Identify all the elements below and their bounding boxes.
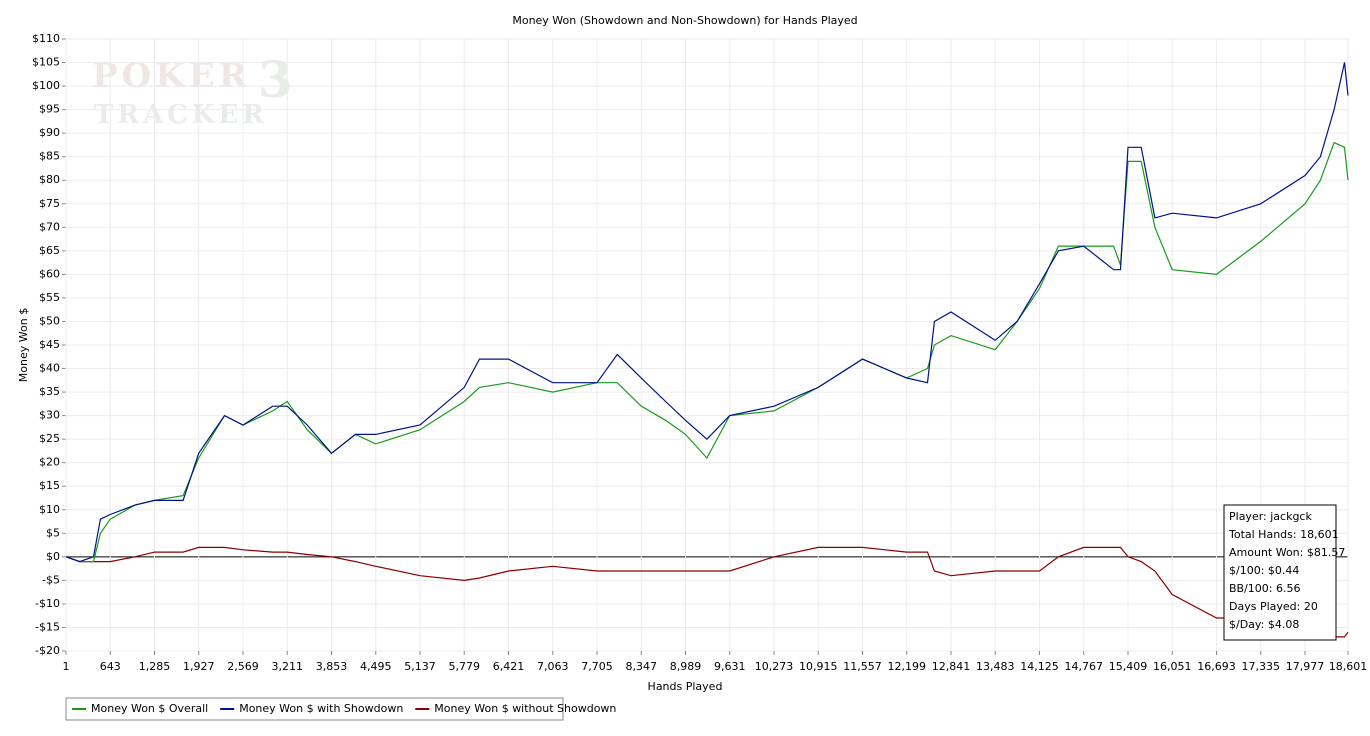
- x-axis-label: Hands Played: [648, 680, 723, 693]
- y-tick-label: $110: [32, 32, 60, 45]
- y-tick-label: $25: [39, 432, 60, 445]
- y-tick-label: $95: [39, 103, 60, 116]
- series-line: [65, 546, 1349, 638]
- grid: [62, 38, 1349, 655]
- info-line: Player: jackgck: [1229, 510, 1312, 523]
- y-tick-label: $5: [46, 526, 60, 539]
- x-tick-label: 5,137: [404, 660, 436, 673]
- x-tick-label: 10,273: [755, 660, 794, 673]
- x-tick-label: 13,483: [976, 660, 1015, 673]
- x-tick-label: 1,927: [183, 660, 215, 673]
- info-line: $/Day: $4.08: [1229, 618, 1299, 631]
- y-tick-label: $70: [39, 220, 60, 233]
- y-tick-label: -$15: [35, 620, 60, 633]
- x-tick-label: 18,601: [1329, 660, 1368, 673]
- x-tick-label: 17,335: [1241, 660, 1280, 673]
- info-line: Days Played: 20: [1229, 600, 1318, 613]
- x-tick-label: 17,977: [1286, 660, 1325, 673]
- info-line: Total Hands: 18,601: [1228, 528, 1339, 541]
- info-lines: Player: jackgck Total Hands: 18,601 Amount…: [1228, 510, 1345, 631]
- legend-label: Money Won $ Overall: [91, 702, 208, 715]
- info-line: Amount Won: $81.57: [1229, 546, 1345, 559]
- y-tick-label: $65: [39, 244, 60, 257]
- y-tick-label: $85: [39, 150, 60, 163]
- x-tick-label: 7,063: [537, 660, 569, 673]
- x-tick-label: 7,705: [581, 660, 613, 673]
- y-axis-label: Money Won $: [17, 308, 30, 382]
- x-tick-label: 1,285: [139, 660, 171, 673]
- x-tick-label: 15,409: [1109, 660, 1148, 673]
- x-tick-label: 6,421: [493, 660, 525, 673]
- y-tick-label: $50: [39, 314, 60, 327]
- x-tick-label: 8,989: [670, 660, 702, 673]
- watermark: POKER: [92, 56, 251, 96]
- y-tick-label: $100: [32, 79, 60, 92]
- y-tick-label: $80: [39, 173, 60, 186]
- x-tick-label: 3,853: [316, 660, 348, 673]
- y-tick-label: $35: [39, 385, 60, 398]
- y-tick-label: $15: [39, 479, 60, 492]
- y-tick-label: $55: [39, 291, 60, 304]
- x-tick-label: 3,211: [271, 660, 303, 673]
- lines: [65, 62, 1349, 638]
- y-tick-label: -$10: [35, 597, 60, 610]
- x-tick-label: 1: [63, 660, 70, 673]
- legend-label: Money Won $ with Showdown: [239, 702, 403, 715]
- y-tick-label: $45: [39, 338, 60, 351]
- y-tick-label: $20: [39, 456, 60, 469]
- x-tick-label: 12,841: [932, 660, 971, 673]
- y-tick-label: $75: [39, 197, 60, 210]
- y-tick-label: $10: [39, 503, 60, 516]
- x-tick-label: 8,347: [625, 660, 657, 673]
- legend-label: Money Won $ without Showdown: [434, 702, 616, 715]
- x-tick-label: 12,199: [887, 660, 926, 673]
- info-box: [1223, 504, 1337, 641]
- info-line: BB/100: 6.56: [1229, 582, 1301, 595]
- x-tick-label: 10,915: [799, 660, 838, 673]
- y-tick-label: $90: [39, 126, 60, 139]
- series-line: [65, 62, 1349, 563]
- y-tick-label: $30: [39, 409, 60, 422]
- legend-items: Money Won $ Overall Money Won $ with Show…: [72, 702, 616, 715]
- legend: [65, 697, 564, 721]
- x-tick-label: 2,569: [227, 660, 259, 673]
- y-tick-label: $0: [46, 550, 60, 563]
- x-tick-label: 16,051: [1153, 660, 1192, 673]
- x-tick-label: 16,693: [1197, 660, 1236, 673]
- watermark: TRACKER: [94, 100, 268, 130]
- x-tick-label: 14,767: [1064, 660, 1103, 673]
- chart-title: Money Won (Showdown and Non-Showdown) fo…: [512, 14, 857, 27]
- x-tick-label: 4,495: [360, 660, 392, 673]
- y-tick-label: -$20: [35, 644, 60, 657]
- x-tick-label: 11,557: [843, 660, 882, 673]
- y-tick-label: -$5: [42, 573, 60, 586]
- x-tick-label: 5,779: [448, 660, 480, 673]
- x-tick-label: 9,631: [714, 660, 746, 673]
- x-tick-label: 643: [100, 660, 121, 673]
- y-tick-label: $60: [39, 267, 60, 280]
- y-tick-label: $105: [32, 56, 60, 69]
- x-tick-label: 14,125: [1020, 660, 1059, 673]
- info-line: $/100: $0.44: [1229, 564, 1299, 577]
- y-tick-label: $40: [39, 362, 60, 375]
